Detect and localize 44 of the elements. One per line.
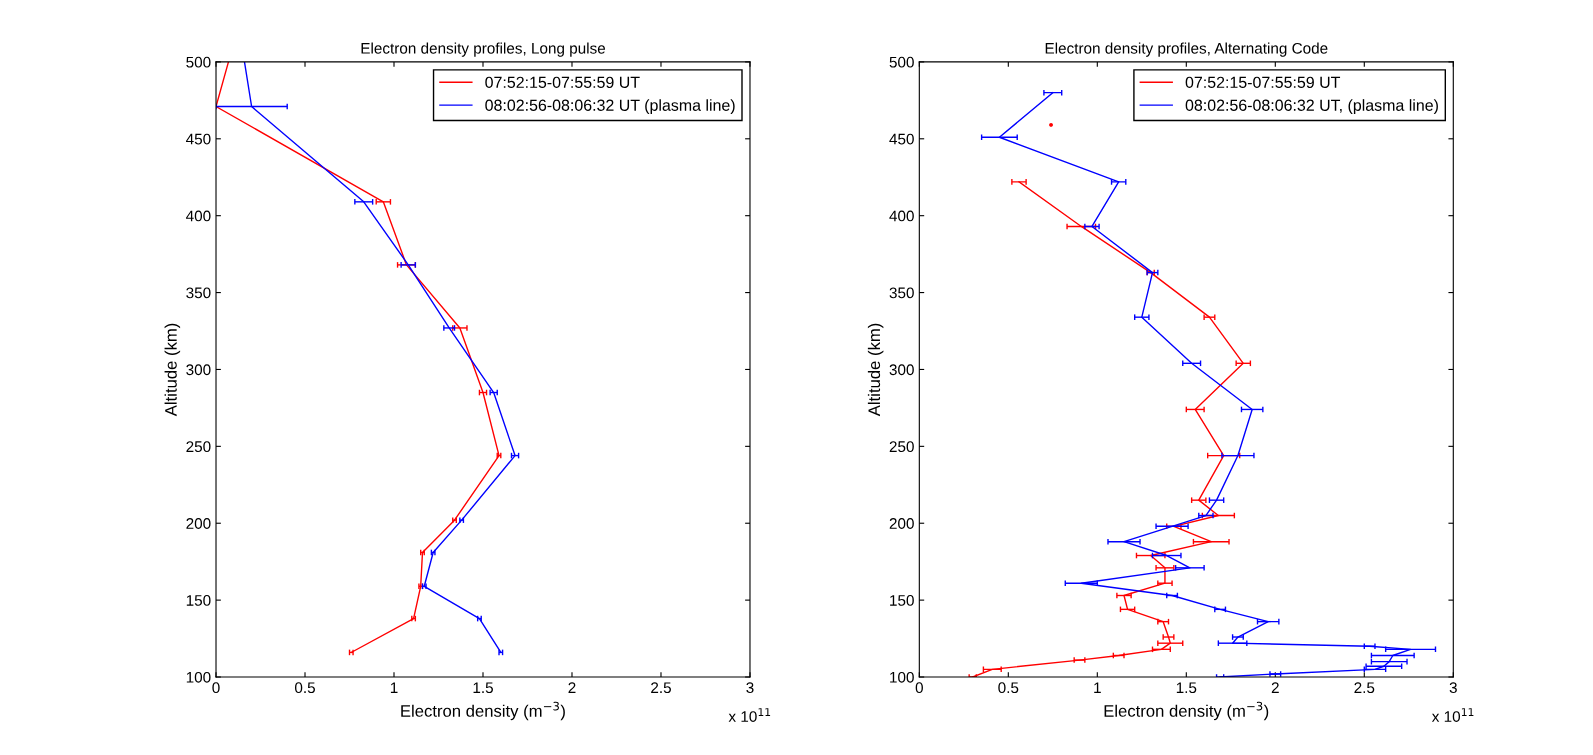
y-tick-label: 450 (889, 133, 914, 145)
x-tick-label: 3 (1449, 682, 1457, 694)
y-tick-label: 500 (889, 56, 914, 68)
x-tick-label: 2.5 (1354, 682, 1375, 694)
x-tick-label: 3 (746, 682, 754, 694)
y-tick-label: 400 (186, 210, 211, 222)
x-tick-label: 2 (568, 682, 576, 693)
y-tick-label: 150 (186, 594, 211, 606)
text: x 10$^{11}$ (1431, 708, 1474, 722)
y-tick-label: 100 (186, 671, 211, 683)
x-tick-label: 1 (1094, 682, 1101, 693)
y-tick-label: 200 (889, 518, 914, 529)
y-tick-label: 350 (186, 287, 211, 299)
legend-label: 08:02:56-08:06:32 UT, (plasma line) (1185, 99, 1438, 115)
x-tick-label: 0 (915, 682, 923, 694)
x-axis-title: Electron density (m$^{−3}$) (401, 701, 565, 721)
y-tick-label: 450 (186, 133, 211, 145)
y-tick-label: 350 (889, 287, 914, 299)
y-tick-label: 500 (186, 56, 211, 68)
chart-title: Electron density profiles, Long pulse (361, 42, 606, 57)
legend-label: 07:52:15-07:55:59 UT (485, 76, 640, 89)
legend-label: 08:02:56-08:06:32 UT (plasma line) (485, 99, 735, 115)
legend-label: 07:52:15-07:55:59 UT (1185, 76, 1341, 89)
y-tick-label: 250 (186, 441, 211, 453)
text: x 10$^{11}$ (728, 708, 771, 722)
y-axis-title: Altitude (km) (867, 323, 884, 417)
x-axis-title: Electron density (m$^{−3}$) (1104, 701, 1269, 721)
y-tick-label: 400 (889, 210, 914, 222)
x-tick-label: 0.5 (998, 682, 1019, 694)
x-tick-label: 0.5 (294, 682, 315, 694)
y-tick-label: 300 (186, 364, 211, 376)
y-tick-label: 100 (890, 671, 914, 683)
chart-title: Electron density profiles, Alternating Code (1045, 42, 1328, 57)
x-tick-label: 1.5 (1176, 682, 1197, 694)
x-tick-label: 2 (1271, 682, 1279, 693)
y-tick-label: 150 (890, 594, 914, 606)
y-tick-label: 200 (186, 518, 211, 529)
x-tick-label: 0 (212, 682, 220, 694)
y-tick-label: 250 (889, 441, 914, 453)
x-tick-label: 2.5 (651, 682, 671, 694)
y-axis-title: Altitude (km) (164, 323, 181, 417)
x-tick-label: 1.5 (473, 682, 493, 694)
y-tick-label: 300 (889, 364, 914, 376)
x-tick-label: 1 (390, 682, 398, 693)
